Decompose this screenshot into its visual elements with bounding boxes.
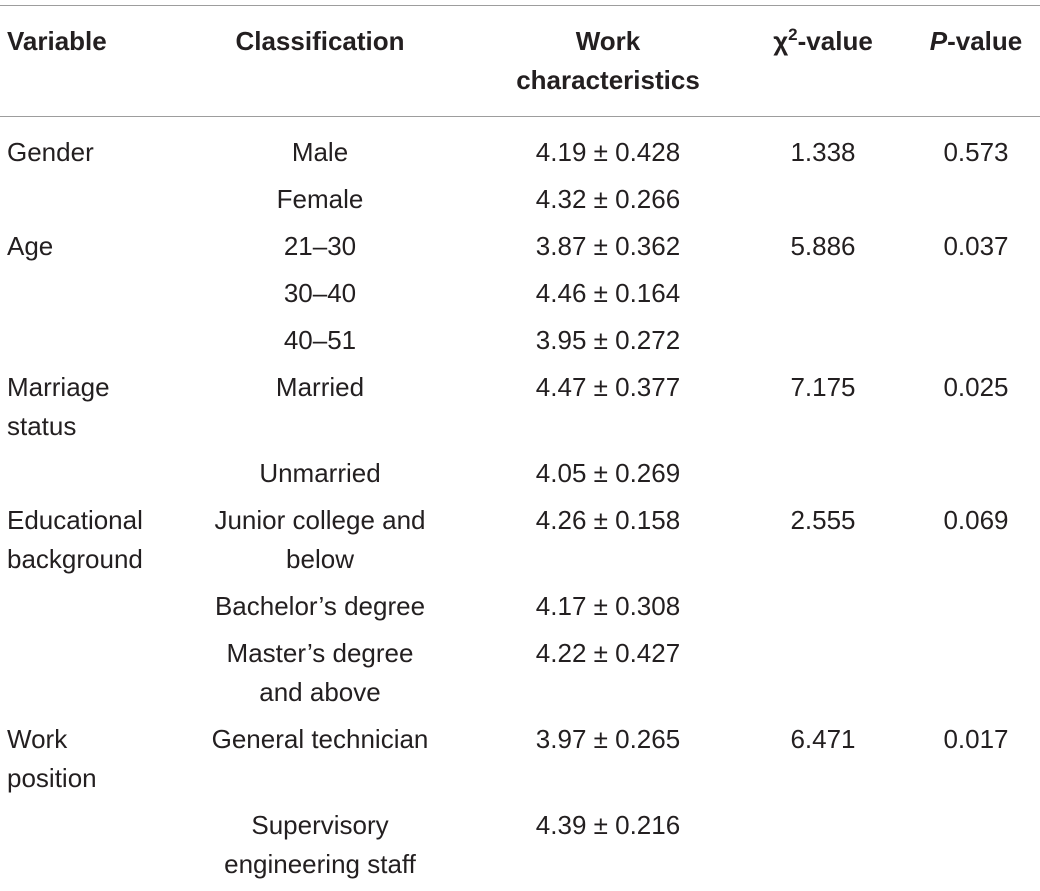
- cell-work-characteristics: 4.26 ± 0.158: [535, 505, 681, 535]
- cell-p-value: 0.573: [943, 137, 1009, 167]
- cell-work-characteristics: 3.87 ± 0.362: [535, 231, 681, 261]
- cell-p-value: 0.025: [943, 372, 1009, 402]
- cell-chi-square: 2.555: [790, 505, 856, 535]
- cell-work-characteristics: 4.22 ± 0.427: [535, 638, 681, 668]
- cell-variable: Age: [7, 231, 54, 261]
- cell-classification: below: [286, 544, 354, 574]
- table-top-rule: [0, 5, 1040, 6]
- cell-p-value: 0.037: [943, 231, 1009, 261]
- header-bottom-rule: [0, 116, 1040, 117]
- cell-p-value: 0.069: [943, 505, 1009, 535]
- cell-classification: Female: [276, 184, 364, 214]
- cell-classification: engineering staff: [224, 849, 416, 879]
- chi-suffix: -value: [797, 26, 873, 56]
- cell-variable: position: [7, 763, 97, 793]
- cell-work-characteristics: 4.05 ± 0.269: [535, 458, 681, 488]
- cell-chi-square: 6.471: [790, 724, 856, 754]
- cell-variable: Marriage: [7, 372, 110, 402]
- cell-work-characteristics: 4.46 ± 0.164: [535, 278, 681, 308]
- cell-variable: Educational: [7, 505, 143, 535]
- header-work-characteristics-line1: Work: [575, 26, 641, 56]
- header-chi-square-value: χ2-value: [738, 22, 908, 61]
- chi-symbol: χ: [773, 26, 789, 56]
- cell-classification: Unmarried: [259, 458, 381, 488]
- header-variable: Variable: [7, 26, 107, 56]
- cell-work-characteristics: 3.97 ± 0.265: [535, 724, 681, 754]
- cell-work-characteristics: 4.17 ± 0.308: [535, 591, 681, 621]
- cell-classification: Master’s degree: [226, 638, 414, 668]
- header-classification: Classification: [235, 26, 405, 56]
- cell-variable: Gender: [7, 137, 94, 167]
- chi-superscript: 2: [788, 25, 798, 44]
- cell-chi-square: 5.886: [790, 231, 856, 261]
- cell-classification: Junior college and: [214, 505, 426, 535]
- cell-chi-square: 1.338: [790, 137, 856, 167]
- header-p-value: P-value: [918, 22, 1034, 61]
- cell-variable: background: [7, 544, 143, 574]
- cell-work-characteristics: 4.32 ± 0.266: [535, 184, 681, 214]
- p-suffix: -value: [947, 26, 1023, 56]
- cell-p-value: 0.017: [943, 724, 1009, 754]
- cell-classification: General technician: [211, 724, 429, 754]
- cell-classification: 30–40: [283, 278, 357, 308]
- header-work-characteristics-line2: characteristics: [516, 65, 700, 95]
- cell-classification: 21–30: [283, 231, 357, 261]
- cell-variable: Work: [7, 724, 68, 754]
- cell-work-characteristics: 4.39 ± 0.216: [535, 810, 681, 840]
- cell-work-characteristics: 3.95 ± 0.272: [535, 325, 681, 355]
- cell-chi-square: 7.175: [790, 372, 856, 402]
- cell-work-characteristics: 4.19 ± 0.428: [535, 137, 681, 167]
- cell-variable: status: [7, 411, 77, 441]
- cell-classification: 40–51: [283, 325, 357, 355]
- cell-classification: Bachelor’s degree: [214, 591, 426, 621]
- cell-classification: and above: [259, 677, 381, 707]
- p-italic: P: [929, 26, 948, 56]
- cell-classification: Married: [275, 372, 365, 402]
- cell-classification: Supervisory: [251, 810, 389, 840]
- cell-work-characteristics: 4.47 ± 0.377: [535, 372, 681, 402]
- cell-classification: Male: [291, 137, 349, 167]
